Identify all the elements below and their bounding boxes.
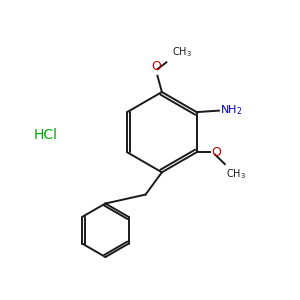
Text: CH$_3$: CH$_3$ <box>226 168 246 182</box>
Text: NH$_2$: NH$_2$ <box>220 103 243 117</box>
Text: CH$_3$: CH$_3$ <box>172 46 192 59</box>
Text: HCl: HCl <box>34 128 58 142</box>
Text: O: O <box>151 60 161 73</box>
Text: O: O <box>211 146 221 159</box>
